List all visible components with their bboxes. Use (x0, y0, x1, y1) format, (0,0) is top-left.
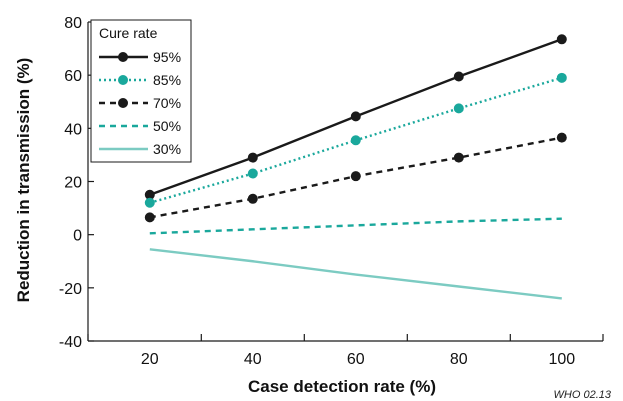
series-95% (144, 34, 567, 200)
legend-item: 85% (99, 72, 181, 88)
legend-label: 70% (153, 95, 181, 111)
series-50% (149, 217, 562, 235)
data-point (350, 135, 361, 146)
data-point (247, 168, 258, 179)
data-point (453, 103, 464, 114)
y-tick-label: 0 (73, 228, 82, 245)
x-axis-title: Case detection rate (%) (248, 377, 436, 396)
data-point (144, 212, 155, 223)
y-axis-title: Reduction in transmission (%) (14, 58, 33, 303)
legend-item: 95% (99, 49, 181, 65)
data-point (453, 152, 464, 163)
data-point (144, 197, 155, 208)
legend-label: 30% (153, 141, 181, 157)
y-tick-label: 40 (64, 121, 82, 138)
legend-title: Cure rate (99, 25, 158, 41)
x-tick-label: 80 (450, 351, 468, 368)
data-point (144, 189, 155, 200)
y-tick-label: 20 (64, 175, 82, 192)
legend-item: 70% (99, 95, 181, 111)
data-point (247, 193, 258, 204)
legend-marker (118, 98, 128, 108)
x-tick-label: 60 (347, 351, 365, 368)
legend-label: 85% (153, 72, 181, 88)
series-layer (144, 34, 567, 300)
axes: -40 -20 0 20 40 60 80 20 40 60 80 100 (59, 15, 604, 368)
data-point (350, 171, 361, 182)
data-point (453, 71, 464, 82)
legend-marker (118, 75, 128, 85)
legend: Cure rate 95% 85% 70% 50% 30% (90, 19, 192, 163)
credit-label: WHO 02.13 (554, 389, 612, 401)
y-tick-label: 80 (64, 15, 82, 32)
y-tick-label: 60 (64, 68, 82, 85)
series-85% (144, 72, 567, 208)
series-line (149, 248, 562, 300)
legend-item: 30% (99, 141, 181, 157)
x-tick-label: 100 (548, 351, 575, 368)
y-tick-label: -20 (59, 281, 82, 298)
series-30% (149, 248, 562, 300)
legend-marker (118, 52, 128, 62)
y-tick-label: -40 (59, 334, 82, 351)
series-70% (144, 132, 567, 223)
data-point (556, 72, 567, 83)
legend-label: 50% (153, 118, 181, 134)
legend-item: 50% (99, 118, 181, 134)
data-point (556, 132, 567, 143)
series-line (149, 217, 562, 235)
legend-label: 95% (153, 49, 181, 65)
data-point (556, 34, 567, 45)
data-point (247, 152, 258, 163)
x-tick-label: 40 (244, 351, 262, 368)
data-point (350, 111, 361, 122)
x-tick-label: 20 (141, 351, 159, 368)
legend-box (90, 19, 192, 163)
